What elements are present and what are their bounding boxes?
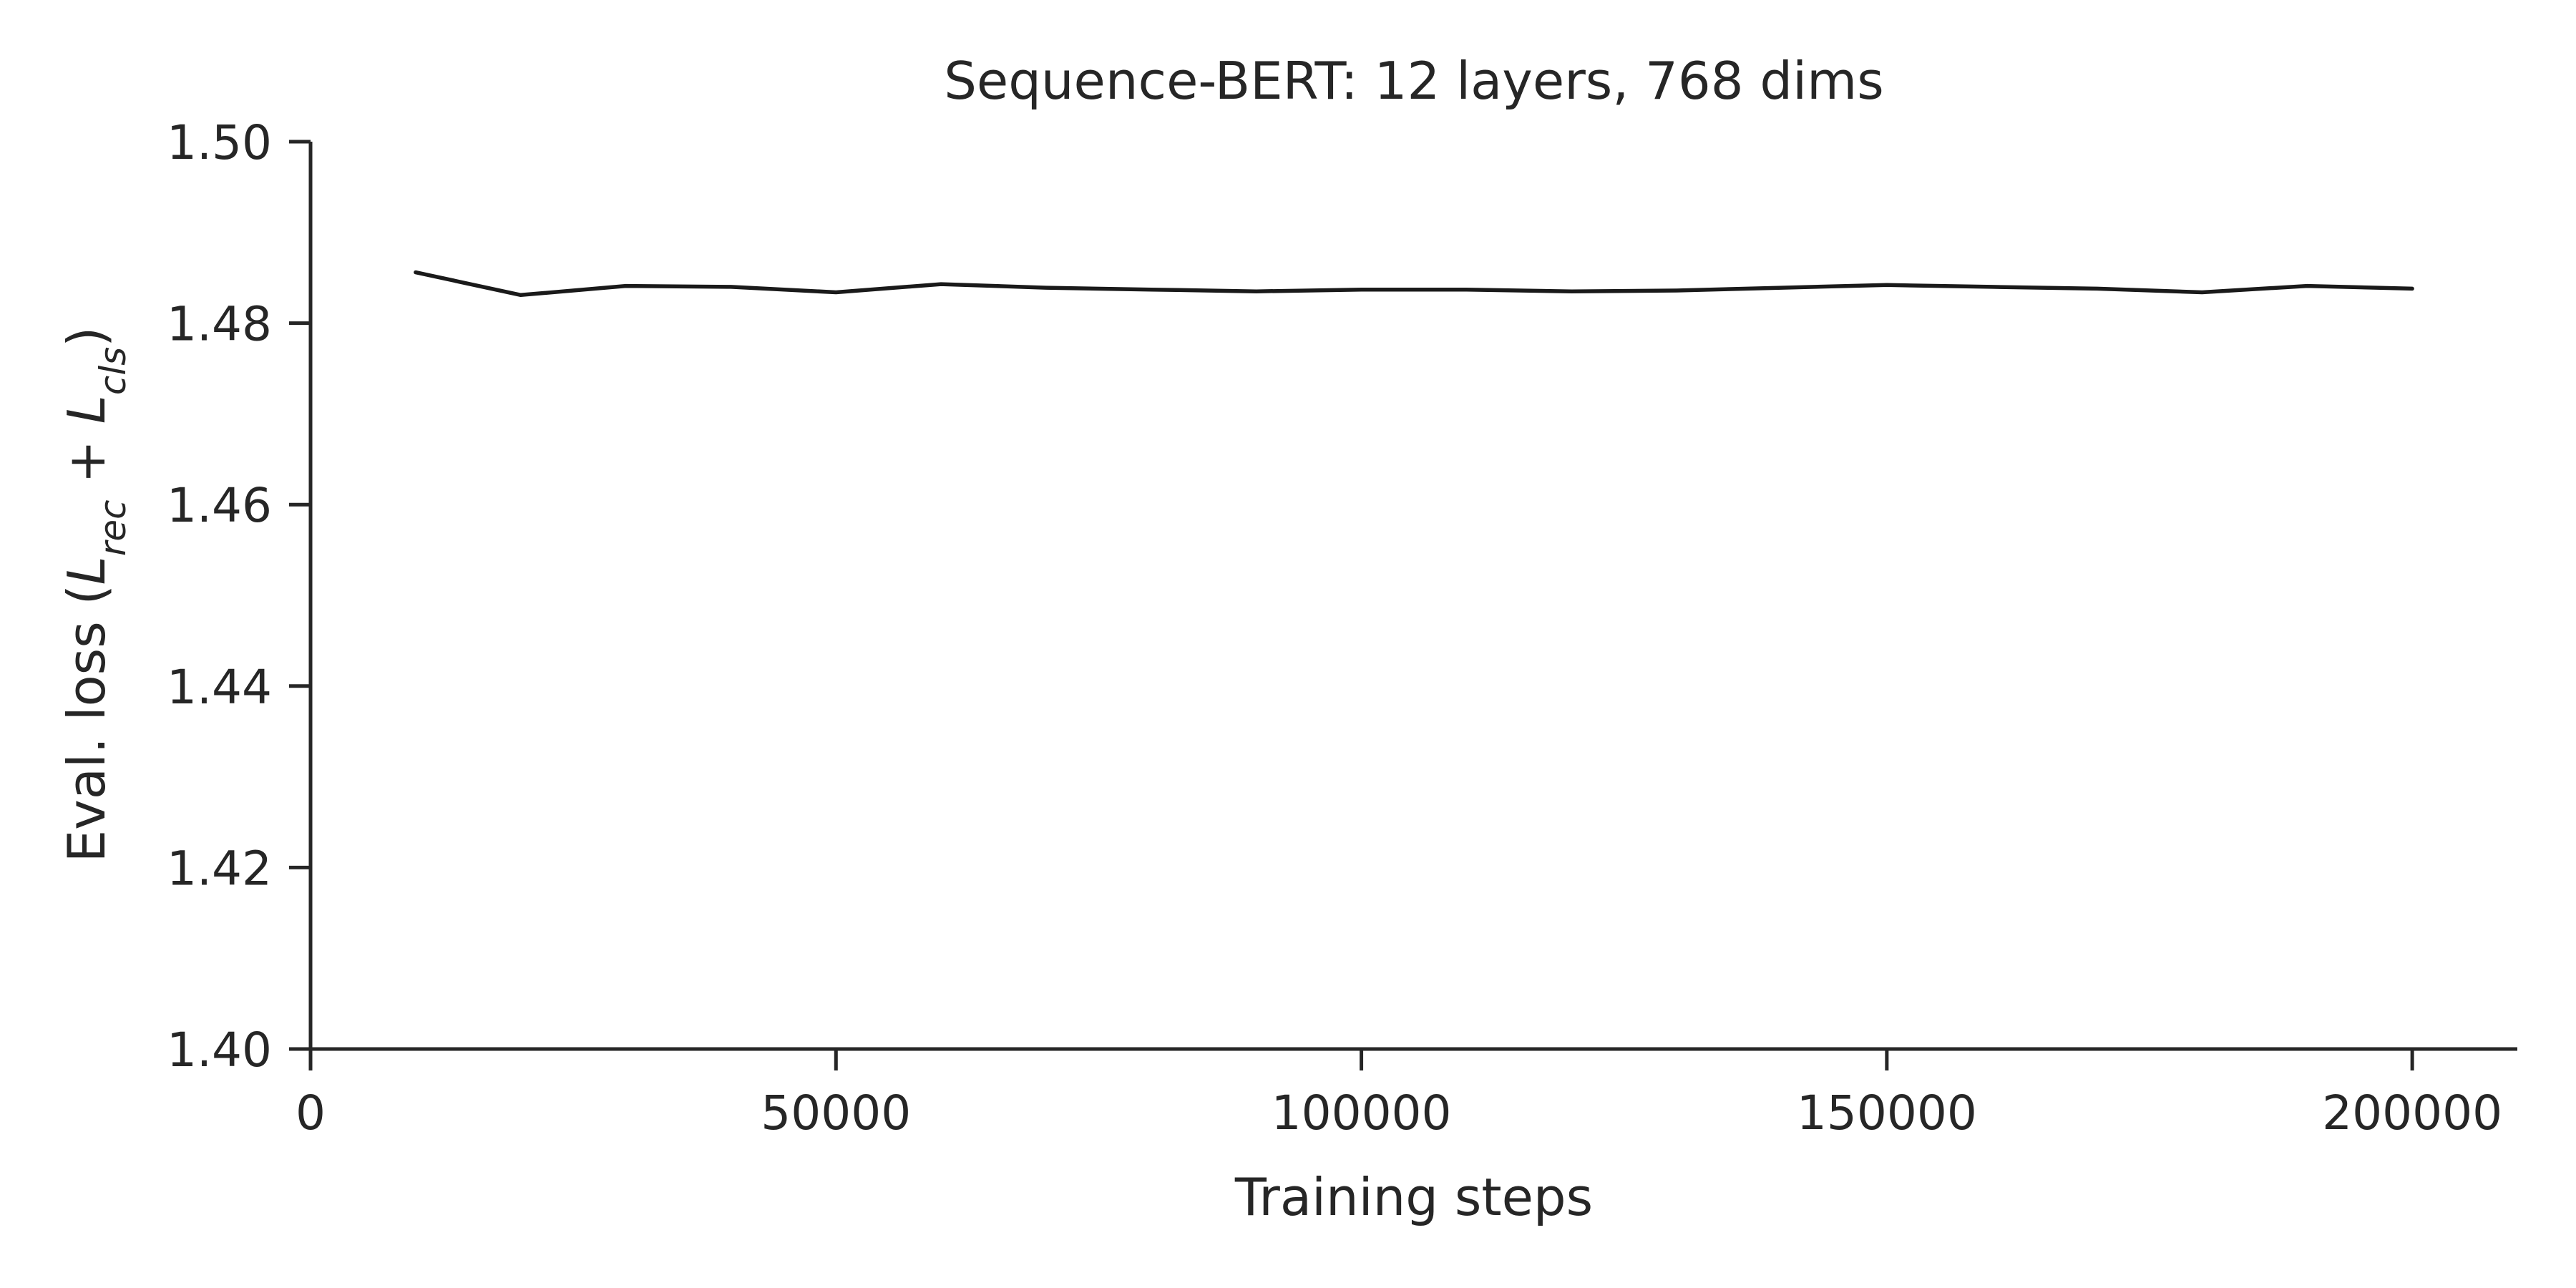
x-tick-label: 50000	[761, 1085, 911, 1141]
y-axis-title-term1-subscript: rec	[92, 499, 134, 556]
x-tick-label: 0	[296, 1085, 326, 1141]
y-tick-label: 1.40	[167, 1023, 272, 1078]
x-axis-title: Training steps	[1234, 1167, 1593, 1227]
y-axis-title-term1: L	[57, 556, 117, 585]
x-tick-label: 200000	[2322, 1085, 2502, 1141]
y-tick-label: 1.44	[167, 660, 272, 715]
y-axis-title-operator: +	[57, 424, 117, 499]
x-tick-label: 150000	[1797, 1085, 1977, 1141]
y-tick-label: 1.48	[167, 297, 272, 352]
y-tick-label: 1.50	[167, 115, 272, 170]
y-axis-title-prefix: Eval. loss (	[57, 585, 117, 862]
y-tick-label: 1.42	[167, 841, 272, 896]
x-axis-ticks: 0 50000 100000 150000 200000	[296, 1049, 2502, 1141]
y-axis-title-term2-subscript: cls	[92, 347, 134, 395]
y-axis-title-term2: L	[57, 395, 117, 424]
x-tick-label: 100000	[1272, 1085, 1452, 1141]
chart-title: Sequence-BERT: 12 layers, 768 dims	[944, 51, 1884, 111]
y-axis-title-suffix: )	[57, 327, 117, 347]
y-axis-ticks: 1.40 1.42 1.44 1.46 1.48 1.50	[167, 115, 311, 1078]
series-line	[414, 270, 2414, 298]
y-axis-title: Eval. loss (Lrec + Lcls)	[57, 327, 134, 863]
y-tick-label: 1.46	[167, 478, 272, 533]
